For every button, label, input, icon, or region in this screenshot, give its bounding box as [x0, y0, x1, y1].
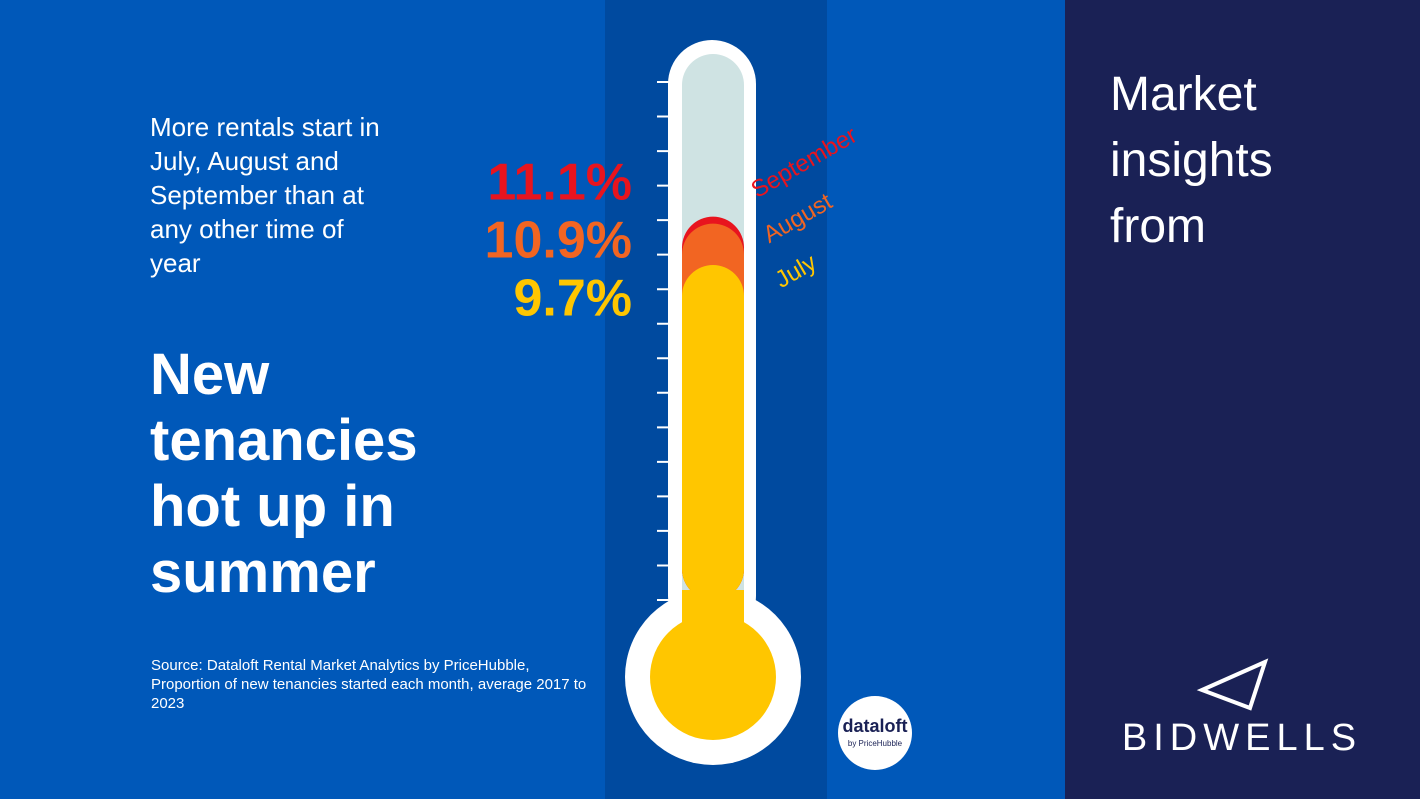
value-label: 9.7% [513, 270, 632, 328]
logo-subtext: by PriceHubble [848, 739, 903, 748]
logo-badge [838, 696, 912, 770]
panel-text: Market insights from [1110, 68, 1273, 253]
company-name: BIDWELLS [1122, 717, 1362, 759]
subtitle: More rentals start in July, August and S… [150, 112, 380, 278]
value-label: 10.9% [485, 212, 632, 270]
side-panel [1065, 0, 1420, 799]
logo-text: dataloft [843, 716, 908, 736]
source: Source: Dataloft Rental Market Analytics… [151, 657, 587, 712]
level-bar [682, 265, 744, 600]
value-label: 11.1% [487, 154, 632, 212]
title: New tenancies hot up in summer [150, 342, 418, 605]
bulb-fill [650, 614, 776, 740]
background [0, 0, 1065, 799]
company-icon [1196, 658, 1269, 711]
